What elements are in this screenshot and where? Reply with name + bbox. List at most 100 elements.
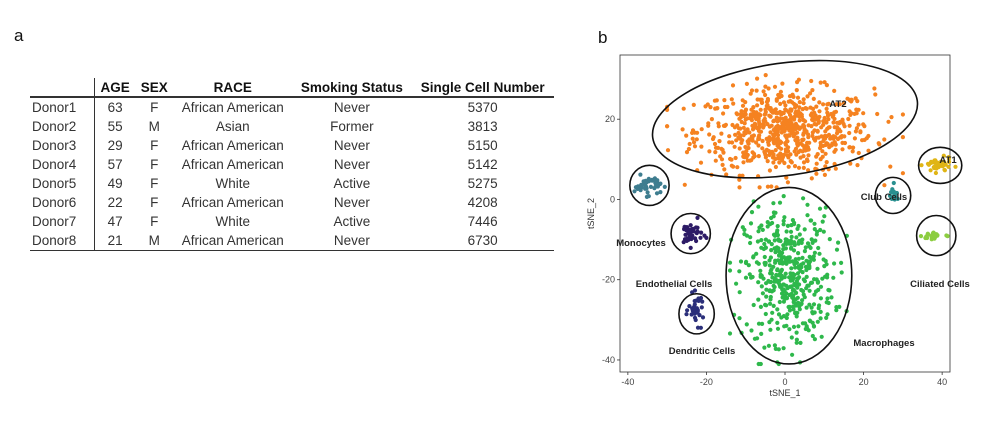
data-point [741,160,746,165]
data-point [760,138,765,144]
data-point [744,259,749,264]
data-point [851,145,856,150]
data-point [648,184,653,189]
data-point [771,214,776,219]
data-point [784,315,789,321]
data-point [842,124,847,129]
data-point [750,138,755,143]
data-point [744,322,749,327]
table-cell: F [150,157,159,172]
data-point [812,128,817,133]
x-tick-label: 0 [782,377,787,387]
data-point [807,244,812,249]
table-row: Donor5 49 F White Active 5275 [30,174,554,193]
data-point [773,164,778,170]
data-point [823,129,828,134]
data-point [817,100,822,105]
data-point [775,307,780,312]
data-point [751,105,756,110]
data-point [797,118,802,123]
data-point [716,121,721,126]
table-cell: African American [173,231,293,251]
data-point [632,189,637,194]
data-point [777,117,782,122]
cluster-club-cells [887,180,900,202]
data-point [764,147,769,152]
data-point [827,237,832,242]
data-point [763,237,768,242]
data-point [705,102,710,107]
data-point [900,171,905,176]
data-point [771,127,776,132]
table-cell: White [215,176,251,191]
data-point [953,164,958,169]
data-point [731,101,736,106]
data-point [944,233,949,238]
data-point [818,227,823,233]
data-point [803,245,808,250]
data-point [807,261,812,266]
table-cell: 7446 [467,214,498,229]
data-point [946,156,952,161]
data-point [800,321,805,326]
data-point [831,275,836,280]
data-point [793,297,798,302]
data-point [793,146,799,151]
data-point [756,321,762,326]
data-point [783,271,788,276]
data-point [835,120,840,125]
data-point [749,210,755,215]
cluster-label-at2: AT2 [829,99,846,110]
data-point [759,238,764,243]
data-point [866,148,871,153]
data-point [788,107,793,112]
data-point [765,159,770,164]
data-point [687,304,692,309]
data-point [790,352,795,357]
data-point [738,126,743,131]
data-point [811,257,816,262]
data-point [837,102,842,107]
data-point [719,131,724,136]
data-point [788,275,793,280]
data-point [792,115,797,120]
data-point [802,145,807,151]
data-point [782,324,787,329]
data-point [793,111,798,116]
data-point [762,241,767,247]
data-point [810,88,815,93]
data-point [776,312,782,317]
data-point [812,337,817,342]
data-point [822,80,827,85]
data-point [788,284,793,289]
data-point [737,316,742,321]
data-point [809,111,814,116]
data-point [796,77,801,82]
data-point [635,184,641,189]
data-point [947,159,952,164]
column-header-sex: SEX [135,78,174,98]
data-point [738,259,744,264]
y-tick-label: -40 [602,355,615,365]
data-point [812,250,817,255]
data-point [691,140,697,145]
data-point [791,307,796,312]
cluster-label-monocytes: Monocytes [616,238,666,249]
table-cell: F [150,214,159,229]
data-point [787,304,792,309]
data-point [774,272,779,278]
data-point [757,185,762,190]
data-point [900,112,905,117]
data-point [758,361,763,367]
data-point [746,138,752,143]
data-point [782,215,787,220]
data-point [765,184,770,189]
data-point [756,280,761,285]
data-point [767,168,772,173]
data-point [755,103,760,108]
data-point [741,125,746,130]
data-point [695,215,700,220]
data-point [733,132,738,137]
data-point [823,205,828,210]
x-tick-label: -20 [700,377,713,387]
